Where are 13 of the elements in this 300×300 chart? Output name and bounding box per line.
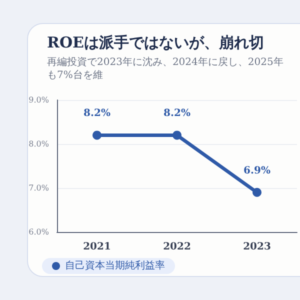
data-label: 8.2% <box>164 108 191 120</box>
data-label: 8.2% <box>84 108 111 120</box>
legend-label: 自己資本当期純利益率 <box>65 260 165 272</box>
y-tick-label: 9.0% <box>28 96 50 104</box>
y-tick-label: 6.0% <box>28 228 50 236</box>
y-tick-label: 8.0% <box>28 140 50 148</box>
data-label: 6.9% <box>244 165 271 176</box>
x-tick-label: 2023 <box>243 242 271 252</box>
y-tick-label: 7.0% <box>28 184 50 192</box>
x-tick-label: 2022 <box>163 242 191 252</box>
chart-subtitle: 再編投資で2023年に沈み、2024年に戻し、2025年も7%台を維 <box>47 56 284 81</box>
chart-title: ROEは派手ではないが、崩れ切 <box>47 34 264 52</box>
x-tick-label: 2021 <box>83 242 111 252</box>
